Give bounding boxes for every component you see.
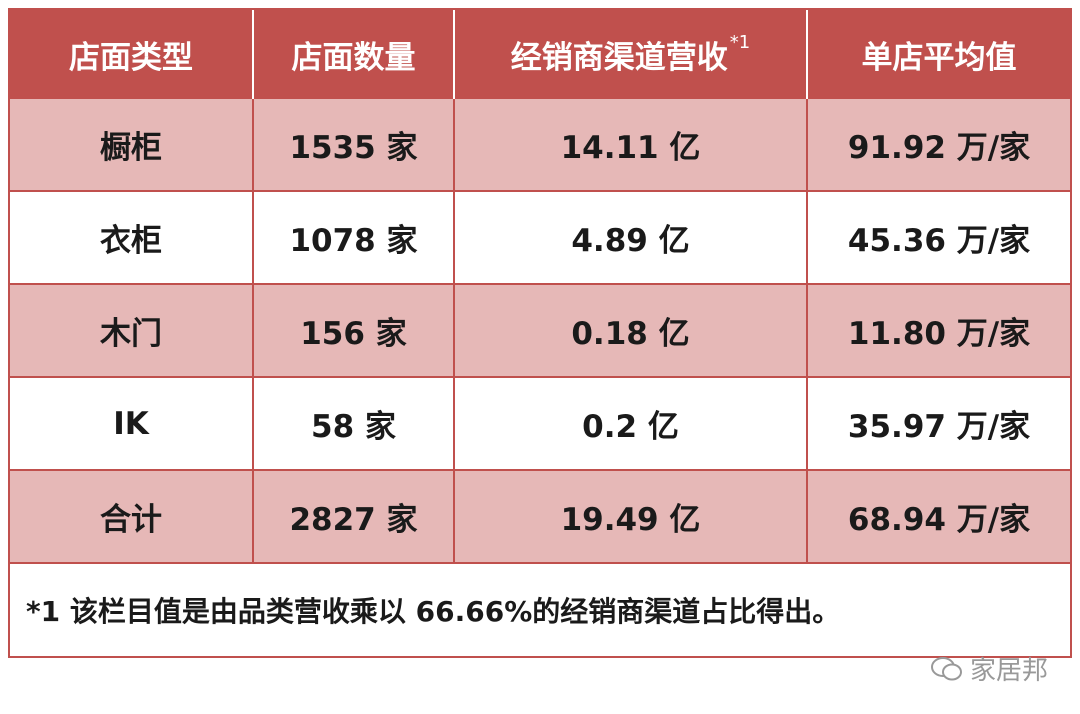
table-cell: 156 家 (254, 285, 455, 378)
table: 店面类型 店面数量 经销商渠道营收 *1 单店平均值 橱柜 1535 家 14.11 亿 91… (8, 8, 1072, 658)
table-cell: 58 家 (254, 378, 455, 471)
table-row: 木门 156 家 0.18 亿 11.80 万/家 (10, 285, 1070, 378)
table-cell: 合计 (10, 471, 254, 564)
table-cell: 衣柜 (10, 192, 254, 285)
table-cell: 11.80 万/家 (808, 285, 1070, 378)
header-cell: 店面类型 (10, 10, 254, 99)
table-cell: 45.36 万/家 (808, 192, 1070, 285)
table-cell: 91.92 万/家 (808, 99, 1070, 192)
table-cell: 35.97 万/家 (808, 378, 1070, 471)
table-row: 橱柜 1535 家 14.11 亿 91.92 万/家 (10, 99, 1070, 192)
table-cell: 68.94 万/家 (808, 471, 1070, 564)
table-cell: 橱柜 (10, 99, 254, 192)
table-row: IK 58 家 0.2 亿 35.97 万/家 (10, 378, 1070, 471)
table-cell: 木门 (10, 285, 254, 378)
table-cell: 0.2 亿 (455, 378, 808, 471)
header-text: 店面类型 (69, 40, 193, 76)
table-body: 橱柜 1535 家 14.11 亿 91.92 万/家 衣柜 1078 家 4.89 亿 45… (10, 99, 1070, 564)
wechat-icon (931, 656, 962, 680)
header-note: *1 (729, 32, 751, 53)
table-row: 合计 2827 家 19.49 亿 68.94 万/家 (10, 471, 1070, 564)
table-row: 衣柜 1078 家 4.89 亿 45.36 万/家 (10, 192, 1070, 285)
table-cell: 4.89 亿 (455, 192, 808, 285)
table-cell: 1535 家 (254, 99, 455, 192)
watermark: 家居邦 (930, 650, 1048, 687)
table-cell: 0.18 亿 (455, 285, 808, 378)
header-cell: 店面数量 (254, 10, 455, 99)
header-text: 店面数量 (291, 40, 416, 76)
table-cell: IK (10, 378, 254, 471)
footnote: *1 该栏目值是由品类营收乘以 66.66%的经销商渠道占比得出。 (26, 595, 841, 628)
table-cell: 2827 家 (254, 471, 455, 564)
table-cell: 19.49 亿 (455, 471, 808, 564)
watermark-text: 家居邦 (970, 656, 1049, 686)
table-cell: 1078 家 (254, 192, 455, 285)
header-text: 经销商渠道营收 (510, 40, 728, 76)
header-row: 店面类型 店面数量 经销商渠道营收 *1 单店平均值 (10, 10, 1070, 99)
table-cell: 14.11 亿 (455, 99, 808, 192)
header-text: 单店平均值 (861, 40, 1017, 76)
header-cell: 经销商渠道营收 *1 (455, 10, 808, 99)
header-cell: 单店平均值 (808, 10, 1070, 99)
